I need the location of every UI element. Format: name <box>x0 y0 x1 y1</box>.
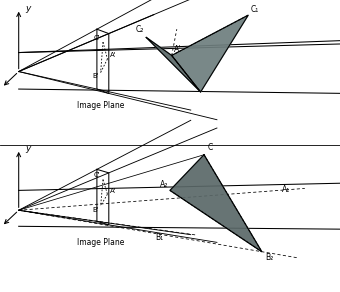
Text: B₁: B₁ <box>155 233 164 242</box>
Text: Image Plane: Image Plane <box>76 238 124 247</box>
Polygon shape <box>170 155 262 252</box>
Text: C₁: C₁ <box>251 5 259 14</box>
Text: B': B' <box>93 73 99 79</box>
Text: y: y <box>25 4 30 13</box>
Text: C': C' <box>94 172 100 178</box>
Polygon shape <box>146 37 201 92</box>
Text: C': C' <box>94 35 100 41</box>
Text: A': A' <box>174 45 182 54</box>
Polygon shape <box>172 15 248 92</box>
Text: A₁: A₁ <box>282 185 290 194</box>
Text: A': A' <box>109 187 116 194</box>
Text: Image Plane: Image Plane <box>76 101 124 110</box>
Text: C₂: C₂ <box>136 25 144 34</box>
Text: B₂: B₂ <box>265 253 273 262</box>
Text: A₂: A₂ <box>160 180 168 189</box>
Text: B': B' <box>93 207 99 213</box>
Text: y: y <box>25 145 30 153</box>
Text: C: C <box>207 143 212 152</box>
Text: A': A' <box>109 52 116 58</box>
